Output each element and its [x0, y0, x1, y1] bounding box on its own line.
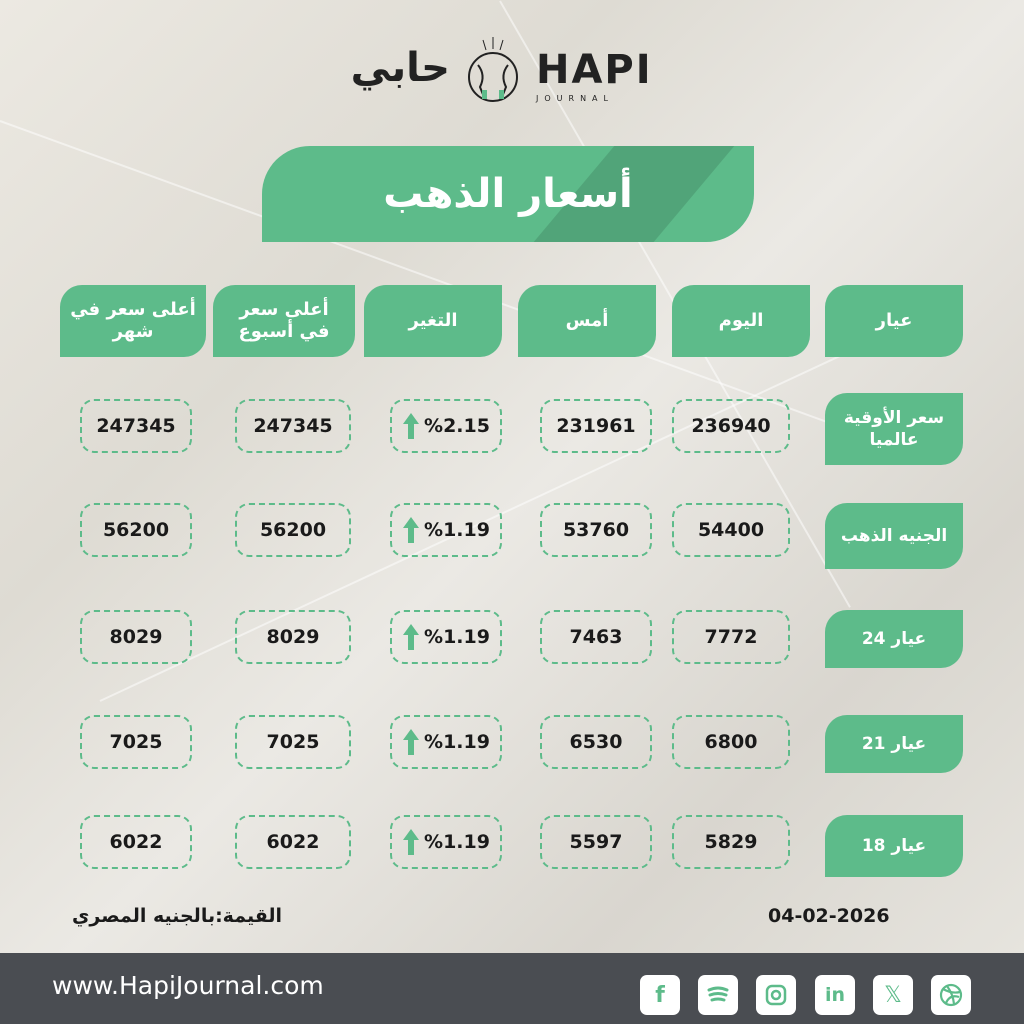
website-link[interactable]: www.HapiJournal.com	[52, 971, 324, 1000]
change-cell: %1.19	[390, 610, 502, 664]
row-label: الجنيه الذهب	[825, 503, 963, 569]
dribbble-icon[interactable]	[931, 975, 971, 1015]
week-high-cell: 6022	[235, 815, 351, 869]
pharaoh-faces-icon	[468, 37, 518, 102]
month-high-cell: 6022	[80, 815, 192, 869]
today-cell: 7772	[672, 610, 790, 664]
logo-latin: HAPI	[536, 47, 653, 93]
today-cell: 236940	[672, 399, 790, 453]
page-title: أسعار الذهب	[262, 146, 754, 242]
change-cell: %2.15	[390, 399, 502, 453]
currency-note: القيمة:بالجنيه المصري	[72, 905, 283, 927]
week-high-cell: 247345	[235, 399, 351, 453]
row-label: عيار 18	[825, 815, 963, 877]
week-high-cell: 7025	[235, 715, 351, 769]
yesterday-cell: 7463	[540, 610, 652, 664]
today-cell: 5829	[672, 815, 790, 869]
up-arrow-icon	[403, 413, 420, 439]
yesterday-cell: 231961	[540, 399, 652, 453]
footer: www.HapiJournal.com f in 𝕏	[0, 953, 1024, 1024]
spotify-icon[interactable]	[698, 975, 738, 1015]
yesterday-cell: 53760	[540, 503, 652, 557]
change-cell: %1.19	[390, 715, 502, 769]
up-arrow-icon	[403, 729, 420, 755]
up-arrow-icon	[403, 624, 420, 650]
change-cell: %1.19	[390, 503, 502, 557]
header-karat: عيار	[825, 285, 963, 357]
page-title-text: أسعار الذهب	[383, 171, 633, 217]
change-value: %1.19	[424, 831, 490, 853]
yesterday-cell: 6530	[540, 715, 652, 769]
logo-arabic: حابي	[350, 45, 450, 91]
date: 04-02-2026	[768, 905, 890, 927]
week-high-cell: 56200	[235, 503, 351, 557]
change-value: %1.19	[424, 519, 490, 541]
today-cell: 54400	[672, 503, 790, 557]
x-icon[interactable]: 𝕏	[873, 975, 913, 1015]
month-high-cell: 7025	[80, 715, 192, 769]
instagram-icon[interactable]	[756, 975, 796, 1015]
header-today: اليوم	[672, 285, 810, 357]
row-label: سعر الأوقية عالميا	[825, 393, 963, 465]
logo: حابي HAPI JOURNAL	[330, 30, 700, 120]
row-label: عيار 21	[825, 715, 963, 773]
up-arrow-icon	[403, 517, 420, 543]
month-high-cell: 8029	[80, 610, 192, 664]
yesterday-cell: 5597	[540, 815, 652, 869]
row-label: عيار 24	[825, 610, 963, 668]
today-cell: 6800	[672, 715, 790, 769]
change-value: %1.19	[424, 626, 490, 648]
header-month-high: أعلى سعر في شهر	[60, 285, 206, 357]
change-value: %2.15	[424, 415, 490, 437]
change-cell: %1.19	[390, 815, 502, 869]
month-high-cell: 56200	[80, 503, 192, 557]
header-week-high: أعلى سعر في أسبوع	[213, 285, 355, 357]
facebook-icon[interactable]: f	[640, 975, 680, 1015]
month-high-cell: 247345	[80, 399, 192, 453]
logo-sub: JOURNAL	[536, 94, 614, 103]
up-arrow-icon	[403, 829, 420, 855]
change-value: %1.19	[424, 731, 490, 753]
header-change: التغير	[364, 285, 502, 357]
header-yesterday: أمس	[518, 285, 656, 357]
week-high-cell: 8029	[235, 610, 351, 664]
linkedin-icon[interactable]: in	[815, 975, 855, 1015]
